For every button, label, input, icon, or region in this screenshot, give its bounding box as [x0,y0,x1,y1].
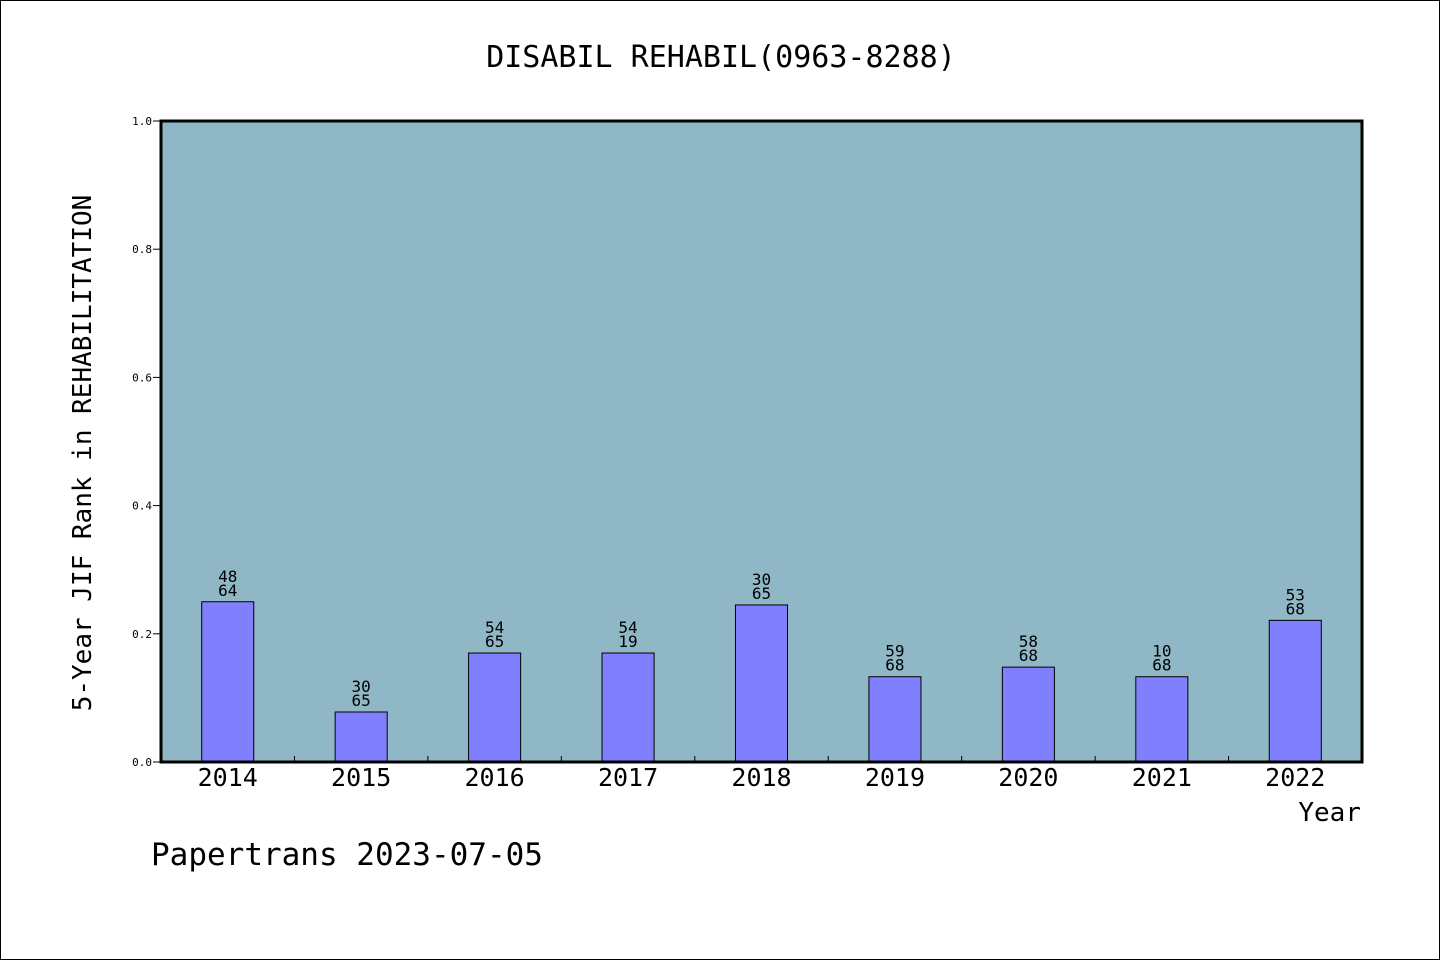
bars-layer [201,601,1322,763]
x-tick-label: 2018 [731,763,791,792]
x-tick-label: 2014 [198,763,258,792]
y-axis-label: 5-Year JIF Rank in REHABILITATION [68,195,98,712]
bar-label-bottom: 65 [352,691,371,710]
footer-credit: Papertrans 2023-07-05 [151,837,543,873]
y-tick-label: 1.0 [132,115,152,128]
bar-label-top: 54 [618,618,637,637]
bar-label-bottom: 68 [1152,656,1171,675]
x-tick-label: 2022 [1265,763,1325,792]
x-axis: 2014 2015 2016 2017 2018 2019 2020 2021 2022 [198,756,1325,792]
bar-label-bottom: 64 [218,581,237,600]
chart-title: DISABIL REHABIL(0963-8288) [486,40,956,75]
bar-label-top: 48 [218,567,237,586]
x-tick-label: 2021 [1132,763,1192,792]
y-tick-label: 0.4 [132,500,152,513]
y-tick-label: 0.0 [132,756,152,769]
y-tick-label: 0.2 [132,628,152,641]
bar-2022 [1268,619,1322,763]
bar-label-top: 30 [352,677,371,696]
bar-label-bottom: 19 [618,632,637,651]
bar-label-bottom: 68 [885,656,904,675]
y-tick-label: 0.6 [132,371,152,384]
bar-2015 [334,711,388,763]
bar-label-top: 30 [752,570,771,589]
bar-label-top: 58 [1019,632,1038,651]
bar-2021 [1135,676,1189,763]
bar-label-bottom: 68 [1019,646,1038,665]
x-tick-label: 2019 [865,763,925,792]
bar-2017 [601,652,655,763]
bar-label-bottom: 68 [1286,599,1305,618]
bar-label-top: 10 [1152,642,1171,661]
bar-label-top: 54 [485,618,504,637]
x-axis-label: Year [1298,798,1361,828]
bar-2019 [868,676,922,763]
bar-2014 [201,601,255,763]
y-tick-label: 0.8 [132,243,152,256]
bar-label-bottom: 65 [485,632,504,651]
y-axis: 0.0 0.2 0.4 0.6 0.8 1.0 [132,115,161,769]
bar-2020 [1001,666,1055,763]
bar-2016 [468,652,522,763]
bar-label-top: 53 [1286,585,1305,604]
bar-label-bottom: 65 [752,584,771,603]
bar-label-top: 59 [885,642,904,661]
x-tick-label: 2020 [998,763,1058,792]
plot-frame [159,119,1364,764]
x-tick-label: 2016 [465,763,525,792]
bar-2018 [734,604,789,763]
x-tick-label: 2015 [331,763,391,792]
x-tick-label: 2017 [598,763,658,792]
